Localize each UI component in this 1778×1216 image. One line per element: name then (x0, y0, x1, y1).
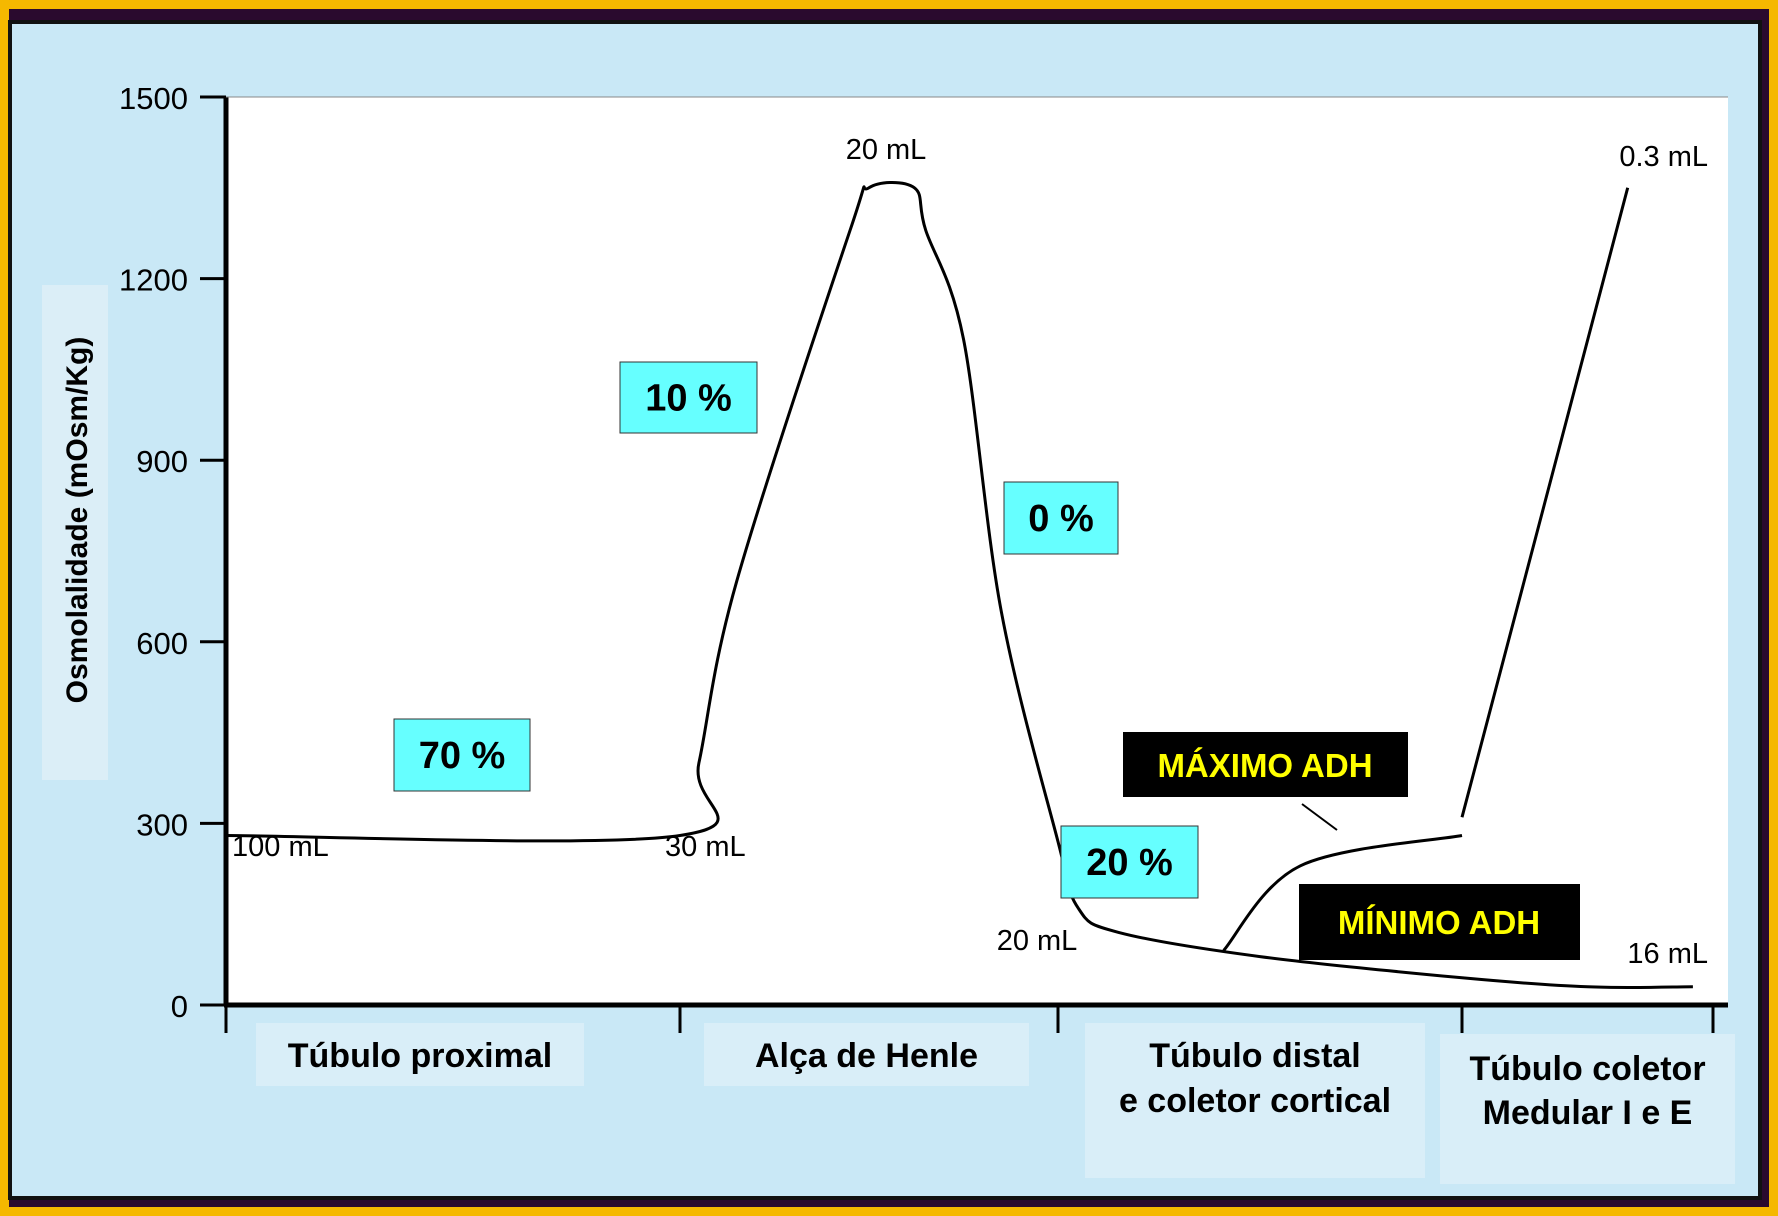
y-axis-title: Osmolalidade (mOsm/Kg) (61, 337, 94, 704)
y-tick-label: 300 (136, 807, 188, 842)
segment-label-bg (1440, 1034, 1735, 1184)
segment-label-bg (1085, 1023, 1425, 1178)
max-adh-callout-box (1123, 732, 1408, 797)
segment-label-bg (704, 1023, 1029, 1086)
y-tick-label: 0 (171, 989, 188, 1024)
segment-label: Túbulo proximal (288, 1037, 552, 1075)
segment-label: e coletor cortical (1119, 1082, 1391, 1120)
y-axis-title-bg (42, 285, 108, 780)
volume-label: 20 mL (846, 134, 927, 166)
percent-box (619, 361, 758, 434)
max-adh-pointer (1301, 803, 1338, 831)
percent-label: 70 % (419, 735, 506, 777)
volume-label: 30 mL (665, 831, 746, 863)
percent-box (393, 718, 531, 792)
series-line-max-adh (1222, 834, 1463, 952)
segment-label: Túbulo distal (1149, 1037, 1361, 1075)
segment-label: Túbulo coletor (1469, 1050, 1705, 1088)
min-adh-callout-box (1299, 884, 1580, 960)
y-tick-label: 1500 (119, 81, 188, 116)
min-adh-callout: MÍNIMO ADH (1338, 904, 1540, 941)
percent-label: 0 % (1028, 498, 1093, 540)
percent-box (1060, 825, 1199, 899)
volume-label: 100 mL (232, 831, 329, 863)
percent-box (1003, 481, 1119, 555)
series-line-max-adh-medullary (1460, 187, 1630, 818)
percent-label: 20 % (1086, 842, 1173, 884)
y-tick-label: 900 (136, 444, 188, 479)
max-adh-callout: MÁXIMO ADH (1157, 747, 1372, 784)
volume-label: 16 mL (1627, 938, 1708, 970)
series-line-main (225, 180, 1693, 990)
segment-label-bg (256, 1023, 584, 1086)
plot-area (226, 97, 1728, 1005)
y-tick-label: 600 (136, 626, 188, 661)
percent-label: 10 % (645, 378, 732, 420)
y-tick-label: 1200 (119, 263, 188, 298)
volume-label: 0.3 mL (1619, 141, 1708, 173)
segment-label: Alça de Henle (755, 1037, 978, 1075)
segment-label: Medular I e E (1483, 1094, 1693, 1132)
volume-label: 20 mL (997, 925, 1078, 957)
